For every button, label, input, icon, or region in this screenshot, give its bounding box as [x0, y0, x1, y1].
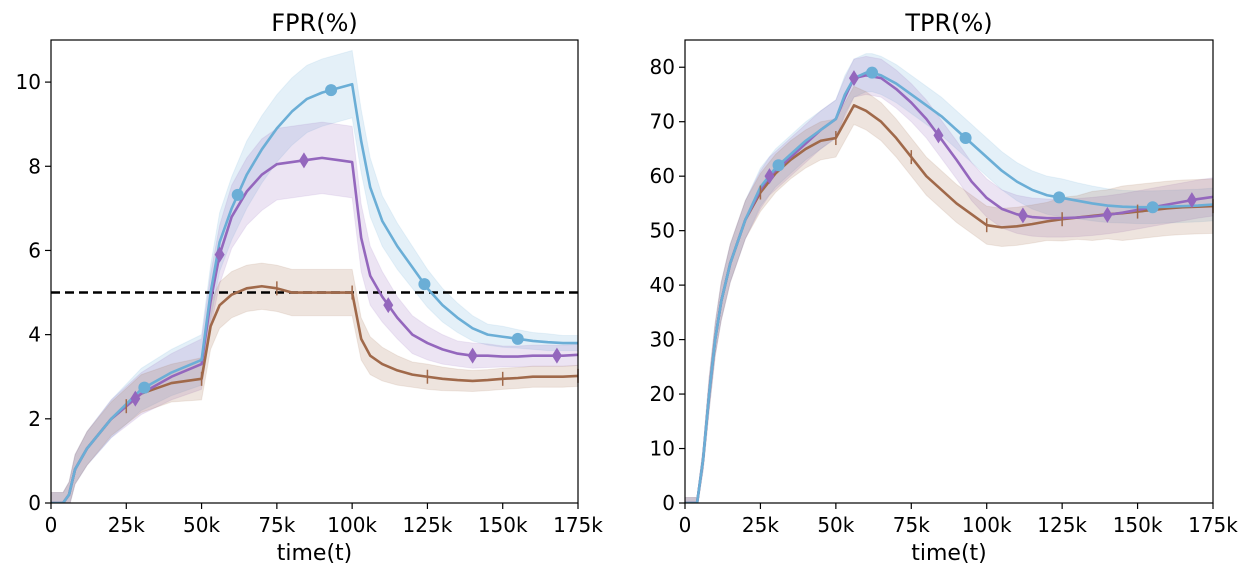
y-tick-label: 70: [650, 110, 675, 134]
y-tick-label: 20: [650, 382, 675, 406]
x-axis-label: time(t): [277, 541, 353, 566]
marker-purple-diamond: [764, 168, 775, 185]
band-purple-diamond: [685, 55, 1213, 503]
x-tick-label: 25k: [742, 513, 779, 537]
marker-purple-diamond: [130, 390, 141, 407]
x-tick-label: 150k: [1113, 513, 1163, 537]
marker-purple-diamond: [551, 347, 562, 364]
x-tick-label: 125k: [403, 513, 453, 537]
x-tick-label: 75k: [258, 513, 295, 537]
x-tick-label: 150k: [478, 513, 528, 537]
band-purple-diamond: [51, 121, 578, 503]
x-tick-label: 0: [679, 513, 692, 537]
x-axis-label: time(t): [911, 541, 987, 566]
x-tick-label: 125k: [1037, 513, 1087, 537]
x-tick-label: 75k: [893, 513, 930, 537]
marker-blue-circle: [231, 188, 244, 201]
x-tick-label: 0: [45, 513, 58, 537]
x-tick-label: 50k: [183, 513, 220, 537]
y-tick-label: 60: [650, 164, 675, 188]
x-tick-label: 25k: [108, 513, 145, 537]
marker-purple-diamond: [467, 347, 478, 364]
plot-area: [685, 53, 1213, 503]
x-tick-label: 175k: [553, 513, 603, 537]
marker-blue-circle: [1053, 191, 1066, 204]
x-tick-label: 175k: [1188, 513, 1238, 537]
y-tick-label: 40: [650, 273, 675, 297]
marker-purple-diamond: [933, 127, 944, 144]
marker-purple-diamond: [214, 246, 225, 263]
y-tick-label: 10: [650, 437, 675, 461]
marker-purple-diamond: [298, 152, 309, 169]
y-tick-label: 0: [28, 491, 41, 515]
marker-blue-circle: [138, 381, 151, 394]
marker-purple-diamond: [1102, 206, 1113, 223]
fpr-chart: 0 25k 50k 75k 100k 125k 150k 175k 0 2 4 6 8 10 FPR(%) t…: [16, 9, 604, 566]
chart-title: TPR(%): [904, 9, 992, 37]
x-tick-label: 100k: [962, 513, 1012, 537]
marker-blue-circle: [959, 132, 972, 145]
tpr-chart: 0 25k 50k 75k 100k 125k 150k 175k 0 10 20 30 40 50 60 7…: [650, 9, 1239, 566]
x-tick-label: 100k: [327, 513, 377, 537]
marker-blue-circle: [1146, 201, 1159, 214]
chart-title: FPR(%): [271, 9, 357, 37]
band-blue-circle: [685, 53, 1213, 503]
marker-purple-diamond: [1186, 192, 1197, 209]
y-tick-label: 10: [16, 70, 41, 94]
y-tick-label: 6: [28, 238, 41, 262]
y-tick-label: 8: [28, 154, 41, 178]
marker-blue-circle: [325, 84, 338, 97]
band-brown-tick: [51, 262, 578, 503]
x-tick-label: 50k: [817, 513, 854, 537]
marker-purple-diamond: [1017, 207, 1028, 224]
y-tick-label: 0: [662, 491, 675, 515]
y-tick-label: 80: [650, 55, 675, 79]
y-tick-label: 2: [28, 407, 41, 431]
marker-blue-circle: [866, 66, 879, 79]
marker-blue-circle: [511, 332, 524, 345]
marker-blue-circle: [772, 159, 785, 172]
y-tick-label: 4: [28, 323, 41, 347]
axes-frame: [684, 39, 1214, 504]
y-tick-label: 50: [650, 219, 675, 243]
line-blue-circle: [685, 71, 1213, 503]
band-blue-circle: [51, 49, 578, 503]
y-tick-label: 30: [650, 328, 675, 352]
plot-area: [51, 49, 578, 503]
axes-frame: [50, 39, 579, 504]
marker-purple-diamond: [848, 70, 859, 87]
marker-purple-diamond: [383, 297, 394, 314]
marker-blue-circle: [418, 278, 431, 291]
